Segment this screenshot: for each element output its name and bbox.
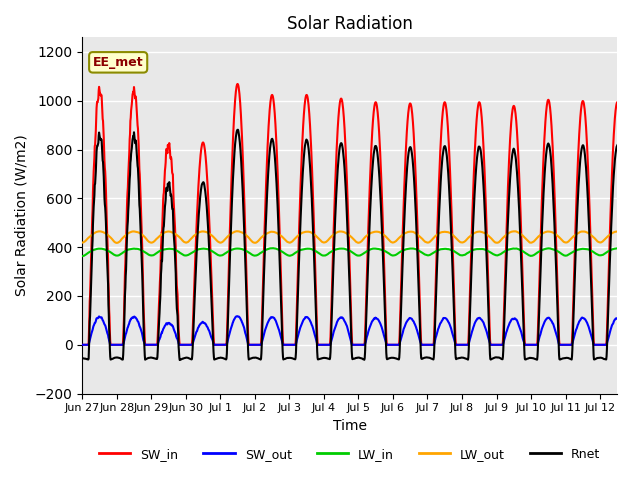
SW_out (234, 313, 241, 319)
Line: SW_out: SW_out (82, 316, 618, 345)
Y-axis label: Solar Radiation (W/m2): Solar Radiation (W/m2) (15, 134, 29, 296)
LW_out (233, 228, 241, 234)
SW_out (233, 313, 241, 319)
LW_in (233, 246, 241, 252)
Rnet (614, 142, 621, 148)
SW_out (78, 342, 86, 348)
SW_in (282, 342, 289, 348)
Rnet (175, 332, 182, 337)
LW_out (282, 238, 290, 243)
Line: LW_in: LW_in (82, 248, 618, 256)
SW_in (184, 342, 192, 348)
LW_in (78, 253, 86, 259)
LW_in (282, 251, 289, 257)
LW_in (184, 252, 192, 258)
Rnet (282, 356, 290, 361)
Rnet (233, 128, 241, 133)
Rnet (176, 357, 184, 363)
LW_out (113, 240, 120, 246)
LW_out (484, 232, 492, 238)
Legend: SW_in, SW_out, LW_in, LW_out, Rnet: SW_in, SW_out, LW_in, LW_out, Rnet (94, 443, 605, 466)
Line: LW_out: LW_out (82, 231, 618, 243)
SW_in (175, 313, 182, 319)
SW_in (233, 84, 241, 89)
SW_in (314, 342, 322, 348)
SW_out (614, 316, 621, 322)
Line: SW_in: SW_in (82, 84, 618, 345)
LW_out (175, 234, 182, 240)
SW_in (484, 264, 492, 270)
Rnet (484, 288, 492, 294)
SW_in (234, 81, 241, 87)
Title: Solar Radiation: Solar Radiation (287, 15, 413, 33)
LW_out (543, 229, 551, 235)
SW_out (282, 342, 289, 348)
Rnet (543, 144, 551, 149)
SW_out (175, 339, 182, 345)
LW_in (484, 248, 492, 253)
Line: Rnet: Rnet (82, 130, 618, 360)
LW_out (78, 240, 86, 245)
SW_in (78, 342, 86, 348)
SW_out (184, 342, 192, 348)
LW_in (614, 245, 621, 251)
LW_out (614, 228, 621, 234)
SW_in (543, 100, 551, 106)
Rnet (234, 127, 241, 132)
Rnet (78, 355, 86, 361)
Text: EE_met: EE_met (93, 56, 143, 69)
LW_in (175, 249, 182, 254)
LW_in (269, 245, 276, 251)
Rnet (185, 355, 193, 361)
SW_out (484, 332, 492, 337)
LW_out (185, 239, 193, 244)
LW_in (543, 246, 550, 252)
SW_in (614, 99, 621, 105)
LW_out (234, 228, 241, 234)
X-axis label: Time: Time (333, 419, 367, 433)
SW_out (543, 316, 550, 322)
